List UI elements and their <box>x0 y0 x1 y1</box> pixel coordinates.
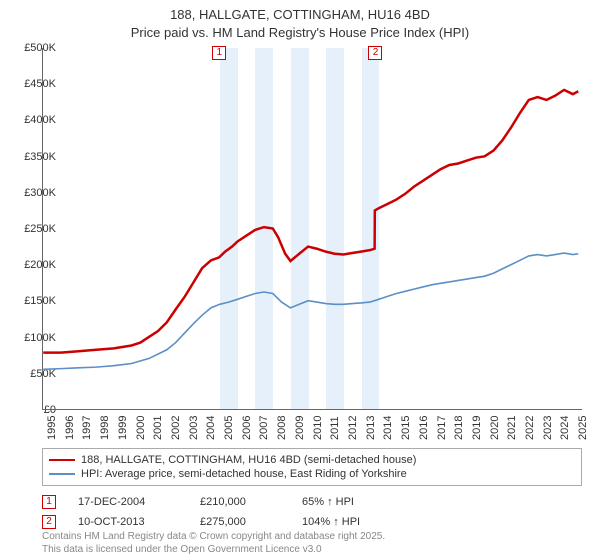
legend-row: HPI: Average price, semi-detached house,… <box>49 467 575 481</box>
x-tick-label: 2016 <box>418 416 430 440</box>
x-tick-label: 2004 <box>205 416 217 440</box>
x-tick-label: 2012 <box>347 416 359 440</box>
x-tick-label: 2022 <box>524 416 536 440</box>
x-tick-label: 2003 <box>188 416 200 440</box>
x-tick-label: 1996 <box>64 416 76 440</box>
transaction-price: £210,000 <box>200 496 280 508</box>
chart-title: 188, HALLGATE, COTTINGHAM, HU16 4BD Pric… <box>0 0 600 41</box>
x-tick-label: 2011 <box>329 416 341 440</box>
chart-container: 188, HALLGATE, COTTINGHAM, HU16 4BD Pric… <box>0 0 600 560</box>
x-tick-label: 2005 <box>223 416 235 440</box>
legend-label: HPI: Average price, semi-detached house,… <box>81 468 407 480</box>
x-tick-label: 2019 <box>471 416 483 440</box>
x-tick-label: 1995 <box>46 416 58 440</box>
x-tick-label: 2009 <box>294 416 306 440</box>
transaction-row: 2 10-OCT-2013 £275,000 104% ↑ HPI <box>42 512 582 532</box>
transaction-row: 1 17-DEC-2004 £210,000 65% ↑ HPI <box>42 492 582 512</box>
x-tick-label: 2024 <box>559 416 571 440</box>
x-tick-label: 2023 <box>542 416 554 440</box>
x-tick-label: 2002 <box>170 416 182 440</box>
transaction-marker: 2 <box>42 515 56 529</box>
series-legend: 188, HALLGATE, COTTINGHAM, HU16 4BD (sem… <box>42 448 582 486</box>
plot-area: 12 <box>42 48 582 410</box>
transaction-date: 17-DEC-2004 <box>78 496 178 508</box>
x-tick-label: 2010 <box>312 416 324 440</box>
footer-attribution: Contains HM Land Registry data © Crown c… <box>42 531 385 556</box>
chart-marker: 2 <box>368 46 382 60</box>
x-tick-label: 2001 <box>152 416 164 440</box>
x-tick-label: 2013 <box>365 416 377 440</box>
transaction-vs-hpi: 65% ↑ HPI <box>302 496 354 508</box>
chart-marker: 1 <box>212 46 226 60</box>
x-tick-label: 2025 <box>577 416 589 440</box>
legend-swatch <box>49 459 75 461</box>
x-tick-label: 2018 <box>453 416 465 440</box>
x-tick-label: 1997 <box>81 416 93 440</box>
transaction-vs-hpi: 104% ↑ HPI <box>302 516 360 528</box>
transaction-price: £275,000 <box>200 516 280 528</box>
series-line-property <box>43 90 578 353</box>
x-tick-label: 2014 <box>382 416 394 440</box>
x-tick-label: 2007 <box>258 416 270 440</box>
legend-row: 188, HALLGATE, COTTINGHAM, HU16 4BD (sem… <box>49 453 575 467</box>
legend-label: 188, HALLGATE, COTTINGHAM, HU16 4BD (sem… <box>81 454 416 466</box>
series-line-hpi <box>43 253 578 369</box>
footer-line-1: Contains HM Land Registry data © Crown c… <box>42 531 385 544</box>
x-tick-label: 2017 <box>436 416 448 440</box>
x-tick-label: 2000 <box>135 416 147 440</box>
x-tick-label: 2008 <box>276 416 288 440</box>
footer-line-2: This data is licensed under the Open Gov… <box>42 544 385 557</box>
transaction-date: 10-OCT-2013 <box>78 516 178 528</box>
legend-swatch <box>49 473 75 475</box>
title-line-1: 188, HALLGATE, COTTINGHAM, HU16 4BD <box>0 6 600 24</box>
x-tick-label: 2006 <box>241 416 253 440</box>
transaction-table: 1 17-DEC-2004 £210,000 65% ↑ HPI 2 10-OCT-201… <box>42 492 582 532</box>
x-tick-label: 1999 <box>117 416 129 440</box>
x-tick-label: 2015 <box>400 416 412 440</box>
plot-svg <box>43 48 582 409</box>
transaction-marker: 1 <box>42 495 56 509</box>
legend-and-table: 188, HALLGATE, COTTINGHAM, HU16 4BD (sem… <box>42 448 582 532</box>
title-line-2: Price paid vs. HM Land Registry's House … <box>0 24 600 42</box>
x-tick-label: 2021 <box>506 416 518 440</box>
x-tick-label: 2020 <box>489 416 501 440</box>
x-tick-label: 1998 <box>99 416 111 440</box>
